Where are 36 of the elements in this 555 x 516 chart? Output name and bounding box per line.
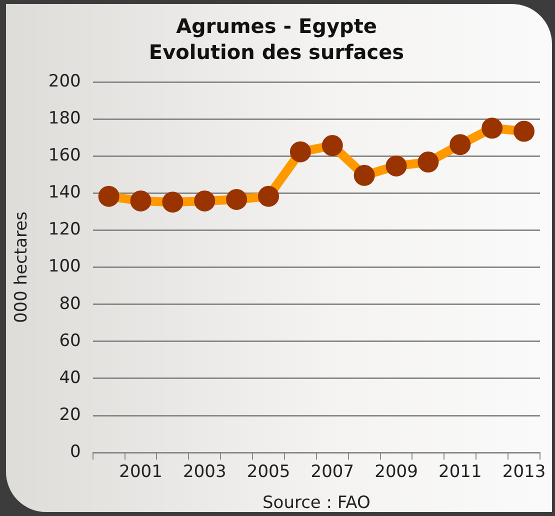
point <box>418 152 439 173</box>
y-axis-title: 000 hectares <box>12 211 32 324</box>
x-tick-label: 2003 <box>183 462 226 482</box>
y-tick-label: 80 <box>59 294 81 314</box>
point <box>386 155 407 176</box>
y-tick-label: 60 <box>59 330 81 351</box>
x-tick-label: 2001 <box>119 462 162 482</box>
x-tick-label: 2005 <box>246 462 290 482</box>
x-tick-label: 2007 <box>310 462 354 482</box>
point <box>162 192 184 213</box>
chart-title: Agrumes - Egypte <box>176 14 377 38</box>
y-tick-label: 20 <box>59 404 81 425</box>
x-tick-label: 2013 <box>502 462 546 482</box>
y-tick-label: 200 <box>48 71 81 92</box>
point <box>482 118 503 139</box>
source-note: Source : FAO <box>262 492 370 513</box>
y-tick-label: 140 <box>48 182 81 203</box>
point <box>98 186 120 207</box>
chart-subtitle: Evolution des surfaces <box>148 40 404 64</box>
y-tick-label: 180 <box>48 108 81 128</box>
point <box>258 186 280 207</box>
point <box>290 141 311 162</box>
point <box>226 188 248 210</box>
y-tick-label: 40 <box>59 368 81 388</box>
y-tick-label: 120 <box>48 220 81 240</box>
y-tick-label: 0 <box>70 442 81 462</box>
point <box>194 190 216 212</box>
x-tick-label: 2011 <box>438 462 482 482</box>
point <box>354 164 375 186</box>
y-tick-label: 100 <box>48 256 81 277</box>
x-tick-label: 2009 <box>374 462 418 482</box>
y-tick-label: 160 <box>48 146 81 166</box>
point <box>450 134 471 156</box>
point <box>322 135 343 156</box>
point <box>130 190 152 212</box>
point <box>514 120 535 142</box>
